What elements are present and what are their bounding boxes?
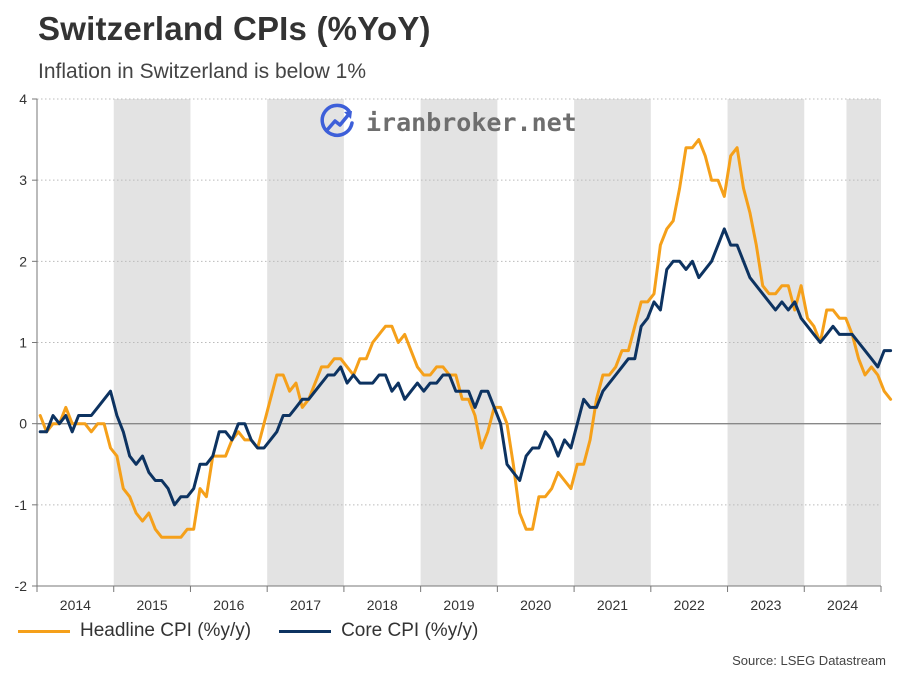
chart-title: Switzerland CPIs (%YoY): [38, 10, 431, 47]
x-tick-label-2016: 2016: [213, 597, 244, 613]
x-tick-label-2017: 2017: [290, 597, 321, 613]
x-tick-label-2020: 2020: [520, 597, 551, 613]
y-tick-label-1: 1: [19, 335, 27, 351]
shade-band-2025: [846, 99, 881, 586]
x-tick-label-2023: 2023: [750, 597, 781, 613]
series-line-core-cpi: [38, 227, 893, 507]
y-tick-label-4: 4: [19, 91, 27, 107]
x-tick-label-2024: 2024: [827, 597, 858, 613]
x-tick-label-2018: 2018: [367, 597, 398, 613]
series-line-headline-cpi: [38, 138, 893, 539]
x-tick-label-2014: 2014: [60, 597, 91, 613]
series-lines: [38, 138, 893, 539]
x-tick-label-2021: 2021: [597, 597, 628, 613]
x-tick-label-2015: 2015: [137, 597, 168, 613]
x-tick-label-2022: 2022: [674, 597, 705, 613]
y-tick-label-3: 3: [19, 172, 27, 188]
legend: Headline CPI (%y/y) Core CPI (%y/y): [18, 620, 506, 642]
y-tick-label-0: 0: [19, 416, 27, 432]
tick-labels: -2 -1 0 1 2 3 4 2014 2015 2016 2017 2018 2019 2020 202…: [15, 91, 859, 613]
chart-subtitle: Inflation in Switzerland is below 1%: [38, 60, 367, 83]
legend-item-headline: Headline CPI (%y/y): [18, 620, 251, 642]
y-tick-label--2: -2: [15, 578, 28, 594]
watermark: iranbroker.net: [318, 102, 577, 142]
y-tick-label--1: -1: [15, 497, 28, 513]
y-tick-label-2: 2: [19, 253, 27, 269]
legend-swatch-headline: [18, 629, 70, 633]
axes: [32, 98, 882, 592]
chart-growth-icon: [320, 103, 354, 138]
legend-item-core: Core CPI (%y/y): [279, 620, 478, 642]
legend-label-headline: Headline CPI (%y/y): [80, 620, 252, 641]
x-tick-label-2019: 2019: [443, 597, 474, 613]
legend-label-core: Core CPI (%y/y): [341, 620, 479, 641]
watermark-text: iranbroker.net: [366, 107, 577, 137]
source-note: Source: LSEG Datastream: [732, 653, 886, 668]
legend-swatch-core: [279, 629, 332, 633]
